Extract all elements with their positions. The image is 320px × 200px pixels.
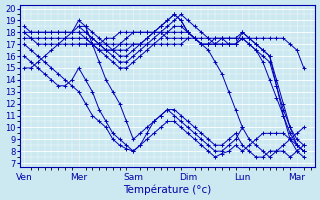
X-axis label: Température (°c): Température (°c) — [123, 185, 212, 195]
